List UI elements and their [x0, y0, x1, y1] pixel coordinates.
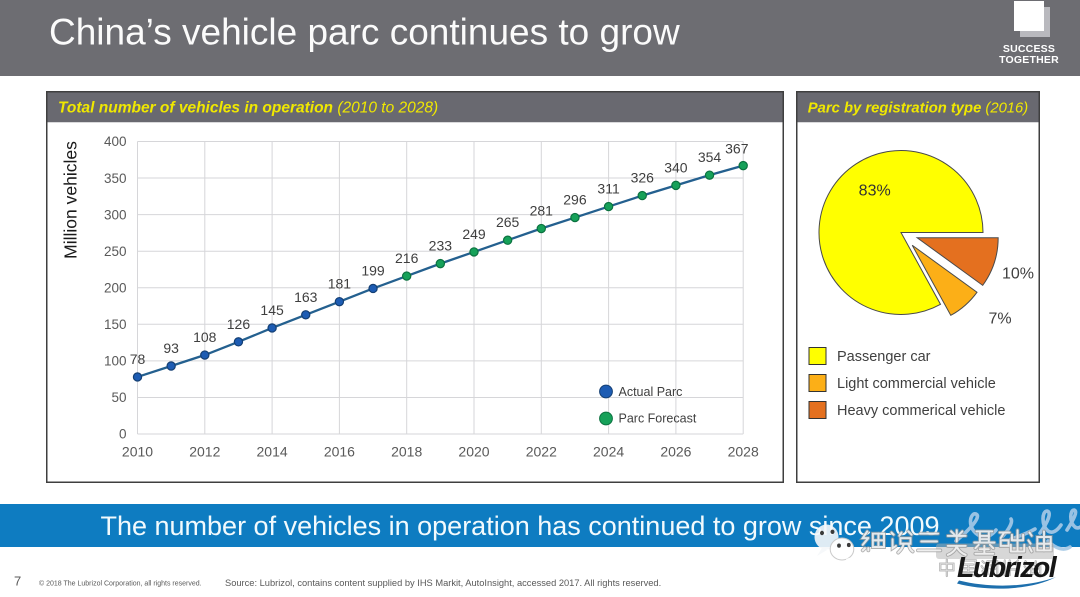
svg-text:281: 281 — [530, 203, 554, 219]
svg-text:Passenger car: Passenger car — [837, 349, 931, 365]
svg-text:326: 326 — [631, 170, 655, 186]
svg-text:265: 265 — [496, 214, 520, 230]
svg-text:250: 250 — [104, 244, 127, 259]
svg-text:249: 249 — [462, 226, 486, 242]
svg-text:Parc Forecast: Parc Forecast — [619, 412, 697, 426]
svg-text:126: 126 — [227, 316, 251, 332]
svg-text:108: 108 — [193, 329, 217, 345]
svg-text:367: 367 — [725, 141, 749, 157]
svg-text:50: 50 — [111, 390, 126, 405]
svg-text:2018: 2018 — [391, 444, 422, 460]
svg-text:7%: 7% — [988, 311, 1011, 328]
svg-text:7: 7 — [14, 574, 21, 589]
svg-text:78: 78 — [130, 351, 146, 367]
svg-text:340: 340 — [664, 159, 688, 175]
svg-text:Actual Parc: Actual Parc — [619, 385, 683, 399]
svg-text:10%: 10% — [1002, 266, 1034, 283]
svg-text:354: 354 — [698, 149, 722, 165]
svg-text:200: 200 — [104, 280, 127, 295]
svg-text:2014: 2014 — [257, 444, 288, 460]
svg-text:2024: 2024 — [593, 444, 624, 460]
svg-text:233: 233 — [429, 238, 453, 254]
svg-text:Heavy commerical vehicle: Heavy commerical vehicle — [837, 403, 1005, 419]
svg-text:Million vehicles: Million vehicles — [61, 141, 81, 259]
svg-text:0: 0 — [119, 427, 127, 442]
svg-text:2012: 2012 — [189, 444, 220, 460]
svg-text:300: 300 — [104, 207, 127, 222]
svg-text:2022: 2022 — [526, 444, 557, 460]
svg-text:Lubrizol: Lubrizol — [957, 552, 1058, 584]
svg-text:400: 400 — [104, 134, 127, 149]
svg-text:150: 150 — [104, 317, 127, 332]
svg-text:SUCCESS: SUCCESS — [1003, 43, 1055, 55]
svg-text:350: 350 — [104, 171, 127, 186]
svg-text:2016: 2016 — [324, 444, 355, 460]
svg-text:TOGETHER: TOGETHER — [999, 54, 1059, 66]
svg-text:311: 311 — [597, 181, 620, 197]
svg-text:181: 181 — [328, 276, 352, 292]
svg-text:216: 216 — [395, 250, 419, 266]
svg-text:Source: Lubrizol, contains con: Source: Lubrizol, contains content suppl… — [225, 578, 661, 588]
svg-text:145: 145 — [260, 302, 284, 318]
svg-text:83%: 83% — [859, 183, 891, 200]
svg-text:2026: 2026 — [660, 444, 691, 460]
svg-text:The number of vehicles in oper: The number of vehicles in operation has … — [100, 511, 939, 541]
svg-text:296: 296 — [563, 192, 587, 208]
svg-text:93: 93 — [163, 340, 179, 356]
svg-text:© 2018 The Lubrizol Corporatio: © 2018 The Lubrizol Corporation, all rig… — [39, 580, 202, 588]
svg-text:Total number of vehicles in op: Total number of vehicles in operation (2… — [58, 100, 438, 117]
svg-text:Light commercial vehicle: Light commercial vehicle — [837, 376, 996, 392]
svg-text:Parc by registration type (201: Parc by registration type (2016) — [808, 101, 1028, 117]
svg-text:China’s vehicle parc continues: China’s vehicle parc continues to grow — [49, 12, 680, 53]
svg-text:2028: 2028 — [728, 444, 759, 460]
svg-text:199: 199 — [361, 262, 385, 278]
svg-text:100: 100 — [104, 354, 127, 369]
svg-text:2010: 2010 — [122, 444, 153, 460]
svg-text:2020: 2020 — [458, 444, 489, 460]
svg-text:163: 163 — [294, 289, 318, 305]
